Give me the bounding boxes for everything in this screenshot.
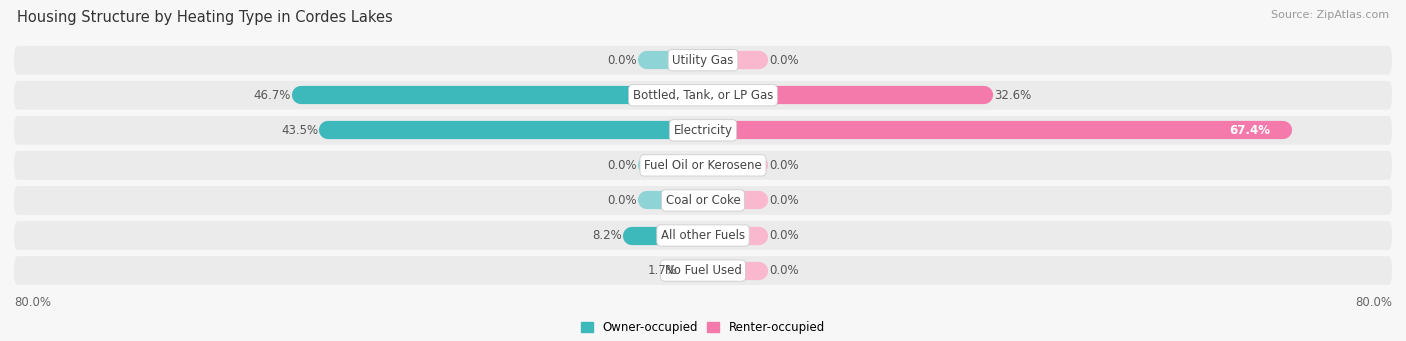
FancyBboxPatch shape: [14, 256, 1392, 285]
FancyBboxPatch shape: [14, 46, 1392, 75]
FancyBboxPatch shape: [14, 221, 1392, 250]
Text: Electricity: Electricity: [673, 124, 733, 137]
Text: 80.0%: 80.0%: [14, 296, 51, 309]
Legend: Owner-occupied, Renter-occupied: Owner-occupied, Renter-occupied: [576, 316, 830, 339]
Text: Source: ZipAtlas.com: Source: ZipAtlas.com: [1271, 10, 1389, 20]
Text: 0.0%: 0.0%: [769, 264, 799, 277]
Text: 0.0%: 0.0%: [607, 54, 637, 67]
Text: 1.7%: 1.7%: [648, 264, 678, 277]
FancyBboxPatch shape: [14, 186, 1392, 215]
FancyBboxPatch shape: [14, 116, 1392, 145]
Text: All other Fuels: All other Fuels: [661, 229, 745, 242]
Text: 32.6%: 32.6%: [994, 89, 1032, 102]
Text: 67.4%: 67.4%: [1229, 124, 1271, 137]
Text: Housing Structure by Heating Type in Cordes Lakes: Housing Structure by Heating Type in Cor…: [17, 10, 392, 25]
Text: Fuel Oil or Kerosene: Fuel Oil or Kerosene: [644, 159, 762, 172]
Text: 0.0%: 0.0%: [769, 229, 799, 242]
Text: 46.7%: 46.7%: [253, 89, 291, 102]
Text: 0.0%: 0.0%: [769, 54, 799, 67]
FancyBboxPatch shape: [14, 151, 1392, 180]
Text: No Fuel Used: No Fuel Used: [665, 264, 741, 277]
Text: 0.0%: 0.0%: [769, 159, 799, 172]
Text: Coal or Coke: Coal or Coke: [665, 194, 741, 207]
Text: 0.0%: 0.0%: [607, 194, 637, 207]
Text: 0.0%: 0.0%: [769, 194, 799, 207]
Text: 0.0%: 0.0%: [607, 159, 637, 172]
FancyBboxPatch shape: [14, 81, 1392, 110]
Text: Bottled, Tank, or LP Gas: Bottled, Tank, or LP Gas: [633, 89, 773, 102]
Text: Utility Gas: Utility Gas: [672, 54, 734, 67]
Text: 80.0%: 80.0%: [1355, 296, 1392, 309]
Text: 8.2%: 8.2%: [592, 229, 621, 242]
Text: 43.5%: 43.5%: [281, 124, 318, 137]
